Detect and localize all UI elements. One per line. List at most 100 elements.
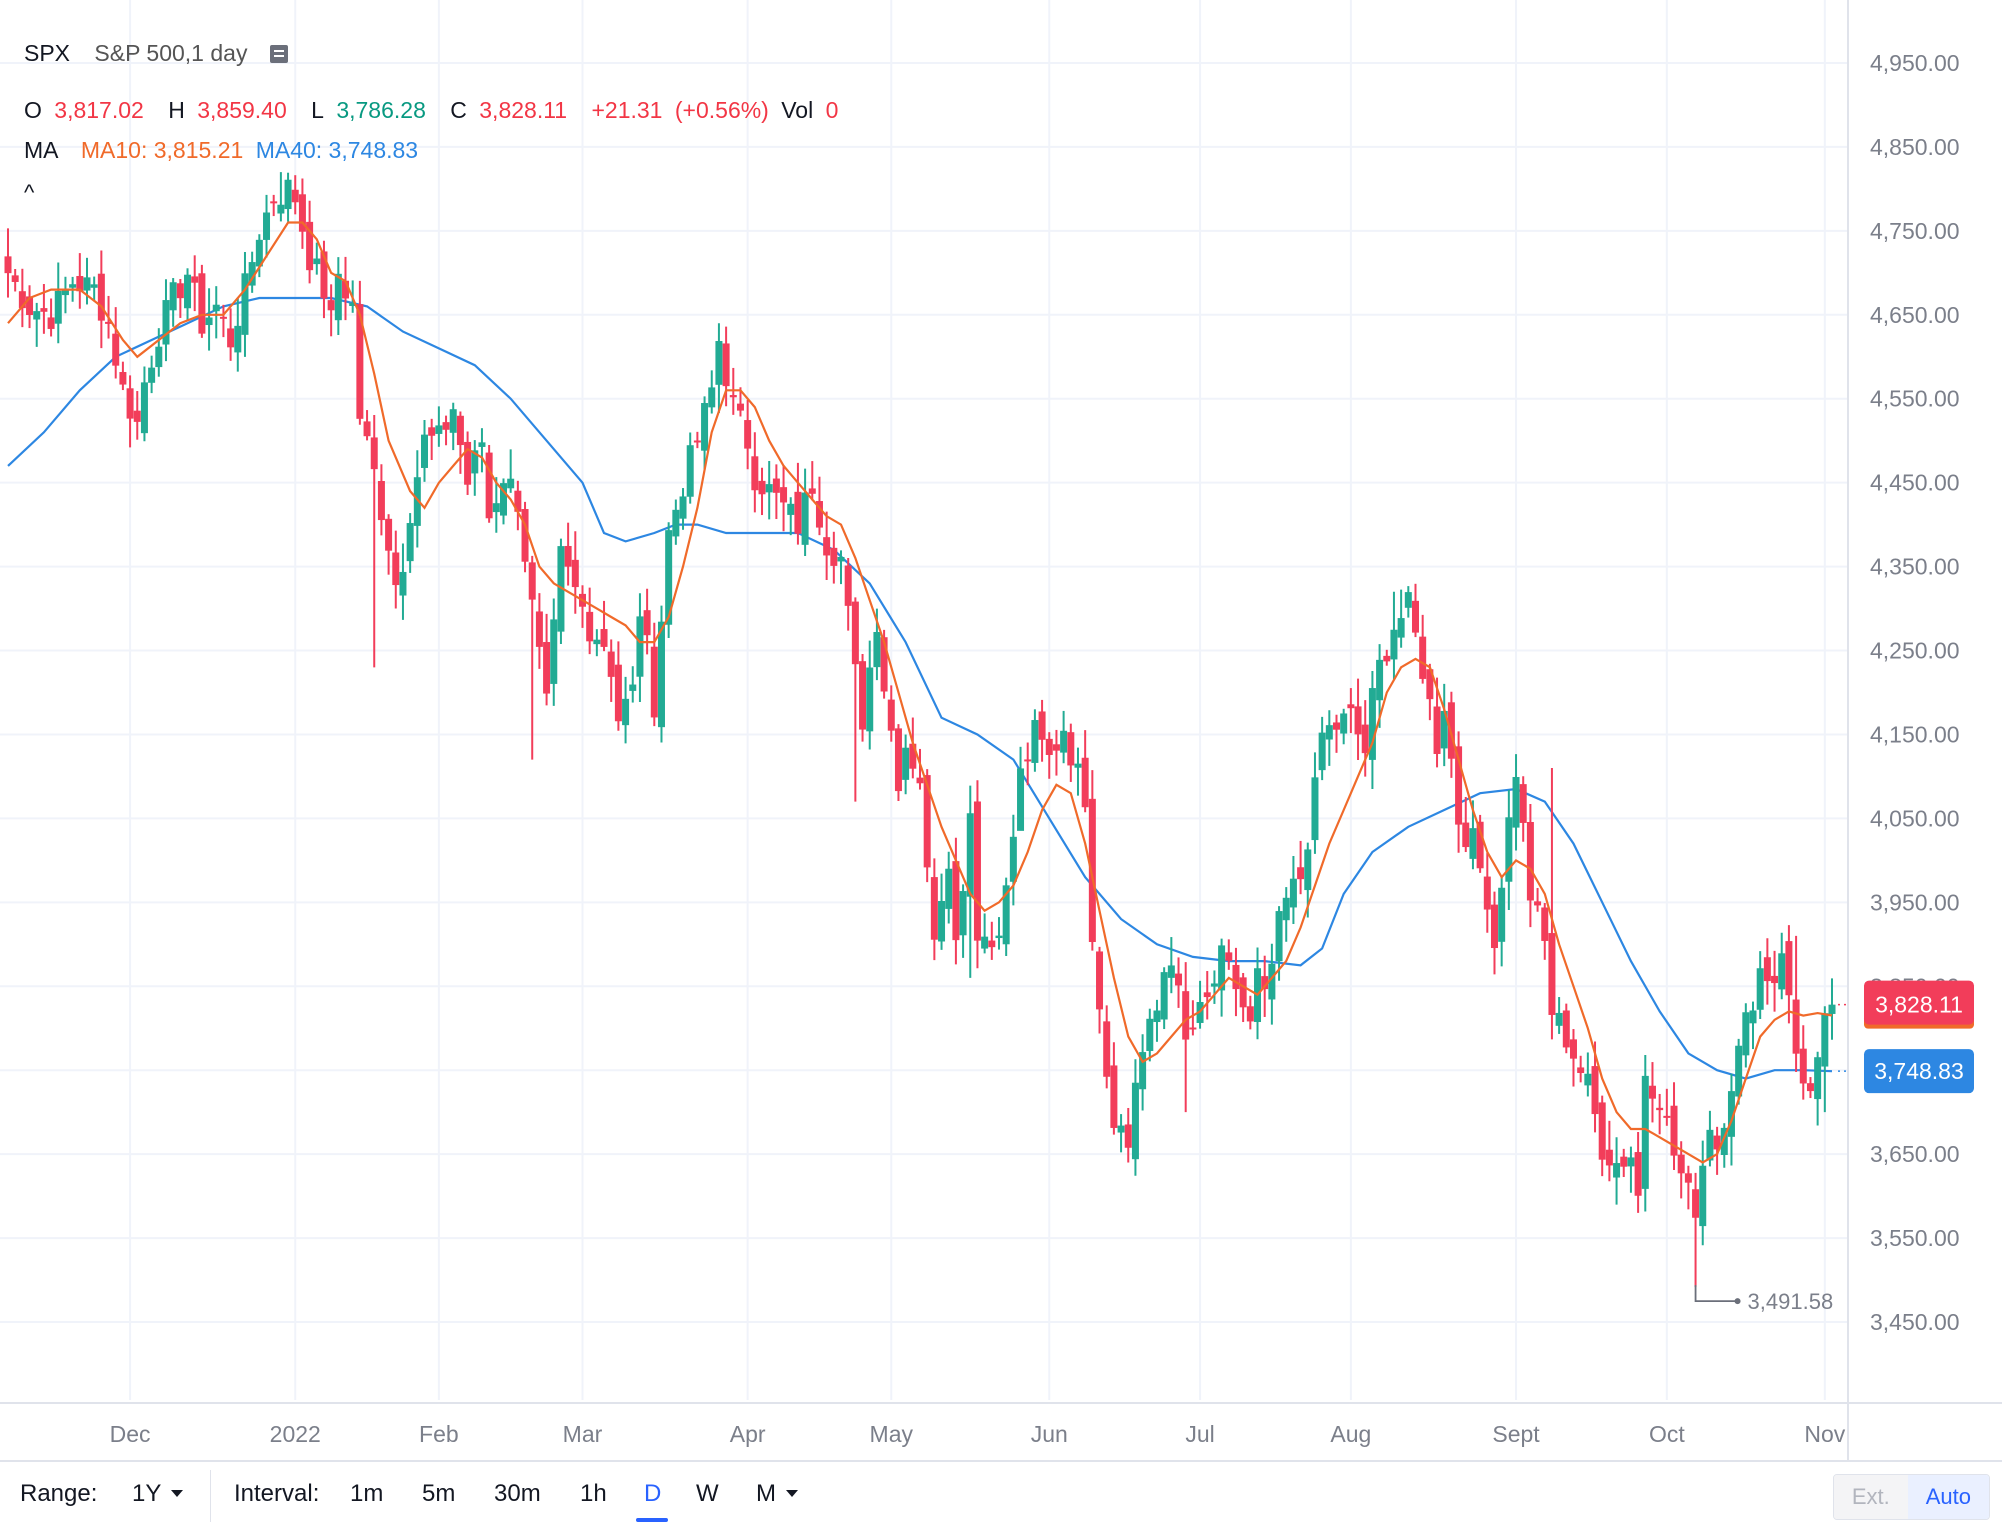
candle[interactable] xyxy=(1325,710,1333,766)
candle[interactable] xyxy=(1720,1123,1728,1168)
candle[interactable] xyxy=(169,278,177,327)
candle[interactable] xyxy=(306,200,314,284)
candle[interactable] xyxy=(1117,1114,1125,1153)
candle[interactable] xyxy=(1419,614,1427,684)
candle[interactable] xyxy=(636,593,644,702)
candle[interactable] xyxy=(1297,840,1305,895)
candle[interactable] xyxy=(1613,1137,1621,1205)
candle[interactable] xyxy=(1383,649,1391,666)
candle[interactable] xyxy=(1634,1132,1642,1213)
interval-5m[interactable]: 5m xyxy=(422,1480,456,1507)
candle[interactable] xyxy=(1139,1034,1147,1111)
candle[interactable] xyxy=(1426,663,1434,721)
candle[interactable] xyxy=(1713,1126,1721,1175)
candle[interactable] xyxy=(945,851,953,924)
candle[interactable] xyxy=(1361,700,1369,777)
candle[interactable] xyxy=(191,255,199,312)
candle[interactable] xyxy=(370,415,378,668)
candle[interactable] xyxy=(622,676,630,744)
candle[interactable] xyxy=(47,298,55,337)
candle[interactable] xyxy=(564,522,572,586)
candle[interactable] xyxy=(794,462,802,545)
candle[interactable] xyxy=(140,366,148,442)
candle[interactable] xyxy=(514,480,522,531)
candle[interactable] xyxy=(1828,978,1836,1040)
candle[interactable] xyxy=(227,308,235,361)
candle[interactable] xyxy=(83,257,91,305)
candle[interactable] xyxy=(162,279,170,362)
candle[interactable] xyxy=(528,555,536,760)
candle[interactable] xyxy=(736,387,744,417)
candle[interactable] xyxy=(600,600,608,652)
candle[interactable] xyxy=(1569,1029,1577,1087)
candle[interactable] xyxy=(61,276,69,314)
ma-label[interactable]: MA xyxy=(24,137,59,163)
candle[interactable] xyxy=(485,445,493,523)
candle[interactable] xyxy=(1792,935,1800,1072)
candle[interactable] xyxy=(887,685,895,742)
candle[interactable] xyxy=(1397,589,1405,648)
interval-w[interactable]: W xyxy=(696,1480,719,1507)
candle[interactable] xyxy=(715,323,723,414)
candle[interactable] xyxy=(334,257,342,335)
candle[interactable] xyxy=(1806,1077,1814,1099)
candle[interactable] xyxy=(1526,803,1534,928)
price-chart[interactable]: 3,450.003,550.003,650.003,750.003,850.00… xyxy=(0,0,2002,1460)
candle[interactable] xyxy=(1210,970,1218,1004)
candle[interactable] xyxy=(1763,938,1771,1005)
collapse-legend-icon[interactable]: ^ xyxy=(24,180,35,205)
candle[interactable] xyxy=(11,269,19,292)
candle[interactable] xyxy=(1203,971,1211,1020)
candle[interactable] xyxy=(1656,1093,1664,1135)
candle[interactable] xyxy=(1483,852,1491,933)
candle[interactable] xyxy=(1002,877,1010,956)
candle[interactable] xyxy=(1505,789,1513,911)
candle[interactable] xyxy=(981,913,989,954)
candle[interactable] xyxy=(902,734,910,795)
candle[interactable] xyxy=(1577,1055,1585,1083)
candle[interactable] xyxy=(966,785,974,978)
candle[interactable] xyxy=(909,717,917,779)
candle[interactable] xyxy=(550,598,558,706)
candle[interactable] xyxy=(1031,709,1039,772)
candle[interactable] xyxy=(255,234,263,278)
interval-30m[interactable]: 30m xyxy=(494,1480,541,1507)
candle[interactable] xyxy=(1641,1055,1649,1212)
candle[interactable] xyxy=(212,286,220,339)
candle[interactable] xyxy=(298,178,306,249)
candle[interactable] xyxy=(1749,1001,1757,1050)
candle[interactable] xyxy=(1175,957,1183,1008)
candle[interactable] xyxy=(435,406,443,447)
candle[interactable] xyxy=(1196,980,1204,1029)
candle[interactable] xyxy=(1476,814,1484,873)
candle[interactable] xyxy=(1411,583,1419,638)
candle[interactable] xyxy=(356,280,364,425)
candle[interactable] xyxy=(988,921,996,960)
candle[interactable] xyxy=(119,361,127,391)
candle[interactable] xyxy=(1131,1059,1139,1176)
candle[interactable] xyxy=(18,268,26,328)
candle[interactable] xyxy=(1692,1172,1700,1288)
candle[interactable] xyxy=(471,440,479,496)
candle[interactable] xyxy=(1024,742,1032,786)
candle[interactable] xyxy=(54,262,62,344)
candle[interactable] xyxy=(133,391,141,440)
candle[interactable] xyxy=(1282,887,1290,942)
candle[interactable] xyxy=(844,557,852,631)
candle[interactable] xyxy=(686,432,694,504)
candle[interactable] xyxy=(672,499,680,545)
candle[interactable] xyxy=(1735,1038,1743,1105)
candle[interactable] xyxy=(973,780,981,969)
candle[interactable] xyxy=(392,530,400,609)
candle[interactable] xyxy=(33,302,41,347)
candle[interactable] xyxy=(744,399,752,470)
candle[interactable] xyxy=(248,251,256,293)
candle[interactable] xyxy=(1512,754,1520,851)
candle[interactable] xyxy=(772,464,780,520)
candle[interactable] xyxy=(363,410,371,441)
candle[interactable] xyxy=(758,467,766,516)
candle[interactable] xyxy=(543,613,551,706)
range-select[interactable]: 1Y xyxy=(132,1480,184,1508)
candle[interactable] xyxy=(385,514,393,575)
candle[interactable] xyxy=(787,497,795,536)
